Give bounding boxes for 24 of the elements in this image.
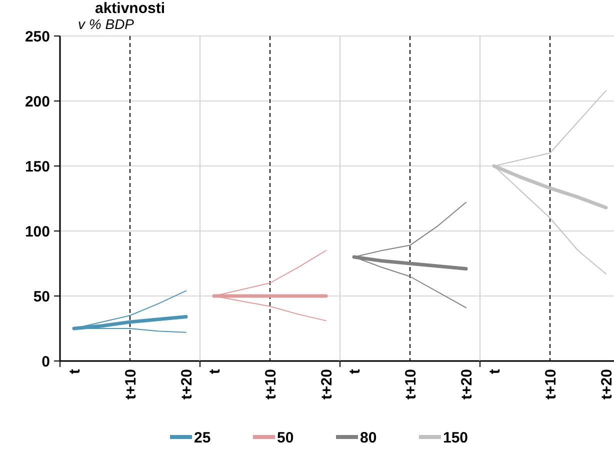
x-tick-label: t+20 — [598, 369, 614, 400]
y-tick-label: 150 — [24, 158, 50, 176]
y-tick-label: 100 — [24, 223, 50, 240]
x-tick-label: t+20 — [458, 369, 476, 400]
x-tick-label: t+20 — [178, 369, 196, 400]
x-tick-label: t+10 — [402, 369, 420, 400]
x-tick-label: t+10 — [262, 369, 280, 400]
legend-label: 50 — [277, 429, 294, 446]
x-tick-label: t — [346, 369, 364, 374]
chart-title: aktivnosti — [94, 0, 166, 17]
y-axis-title: v % BDP — [78, 16, 135, 32]
x-tick-label: t — [486, 369, 504, 374]
legend-label: 25 — [194, 429, 211, 446]
y-tick-label: 50 — [33, 288, 50, 306]
y-tick-label: 0 — [42, 353, 50, 370]
y-tick-label: 200 — [24, 93, 50, 110]
legend-label: 80 — [360, 429, 377, 446]
y-tick-label: 250 — [24, 28, 50, 46]
x-tick-label: t — [66, 369, 84, 374]
x-tick-label: t+20 — [318, 369, 336, 400]
legend-label: 150 — [443, 429, 468, 446]
x-tick-label: t — [206, 369, 224, 374]
x-tick-label: t+10 — [542, 369, 560, 400]
x-tick-label: t+10 — [122, 369, 140, 400]
